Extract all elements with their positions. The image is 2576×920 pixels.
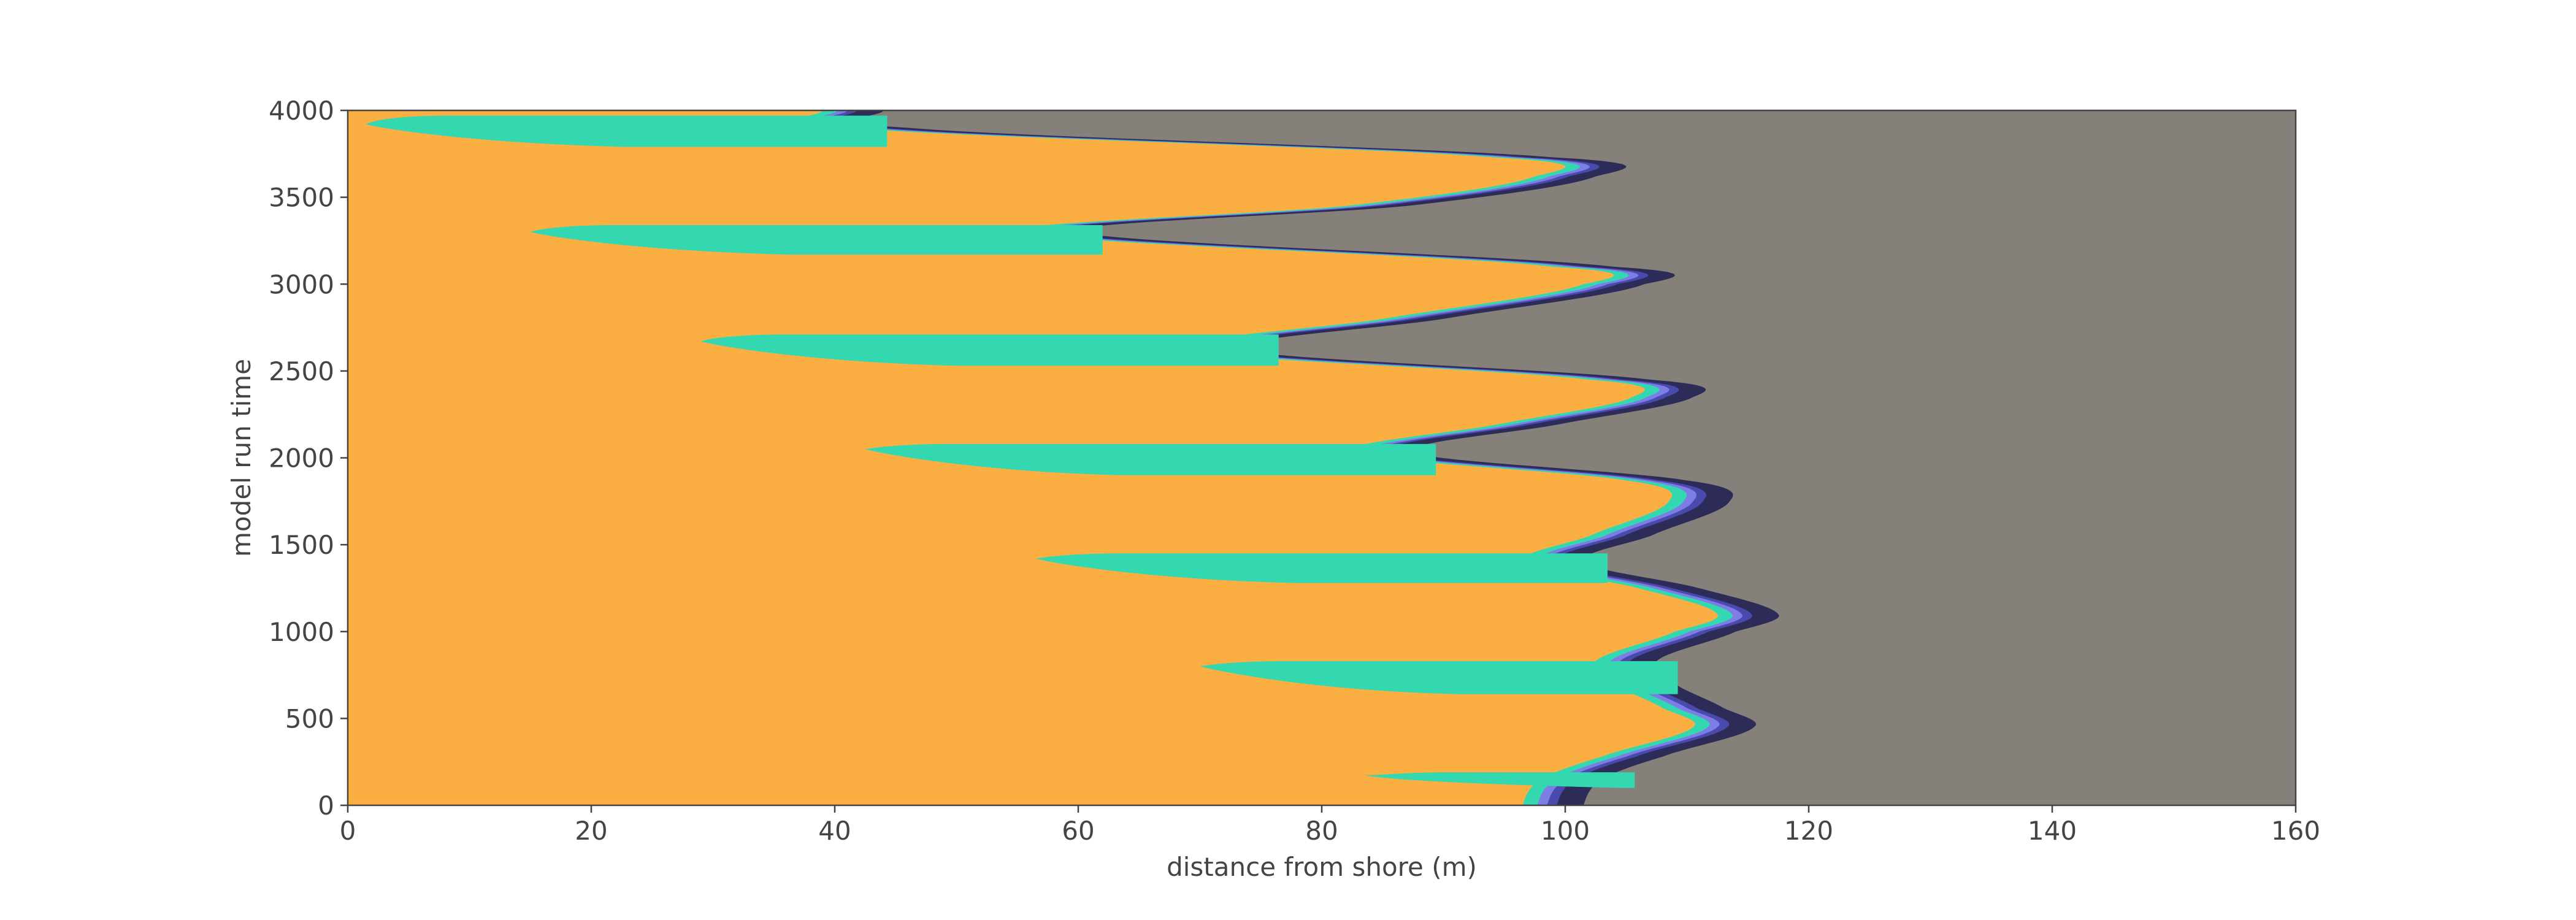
- x-tick-label: 120: [1784, 816, 1833, 846]
- x-axis: 0 20 40 60 80 100 120 140 160: [340, 805, 2320, 846]
- sediment-band: [530, 224, 1103, 255]
- y-tick-label: 3000: [269, 269, 334, 299]
- sediment-band: [1035, 553, 1608, 583]
- x-tick-label: 100: [1541, 816, 1590, 846]
- x-tick-label: 80: [1305, 816, 1338, 846]
- y-tick-label: 2500: [269, 356, 334, 386]
- sediment-band: [1364, 772, 1635, 788]
- y-tick-label: 500: [285, 703, 334, 734]
- sediment-band: [1200, 661, 1678, 694]
- y-tick-label: 1500: [269, 530, 334, 560]
- sediment-band: [366, 115, 887, 147]
- y-tick-label: 4000: [269, 96, 334, 126]
- y-axis: 0 500 1000 1500 2000 2500 3000 3500 4000: [269, 96, 348, 821]
- x-tick-label: 40: [818, 816, 851, 846]
- y-tick-label: 0: [318, 791, 334, 821]
- x-tick-label: 160: [2271, 816, 2320, 846]
- sediment-band: [865, 443, 1436, 475]
- x-axis-title: distance from shore (m): [1167, 852, 1477, 882]
- x-tick-label: 140: [2028, 816, 2077, 846]
- y-tick-label: 3500: [269, 183, 334, 213]
- x-tick-label: 60: [1062, 816, 1094, 846]
- x-tick-label: 0: [340, 816, 356, 846]
- y-axis-title: model run time: [226, 359, 256, 557]
- plot-area: [348, 110, 2296, 805]
- x-tick-label: 20: [575, 816, 607, 846]
- y-tick-label: 2000: [269, 443, 334, 473]
- y-tick-label: 1000: [269, 617, 334, 647]
- sediment-band: [700, 334, 1279, 366]
